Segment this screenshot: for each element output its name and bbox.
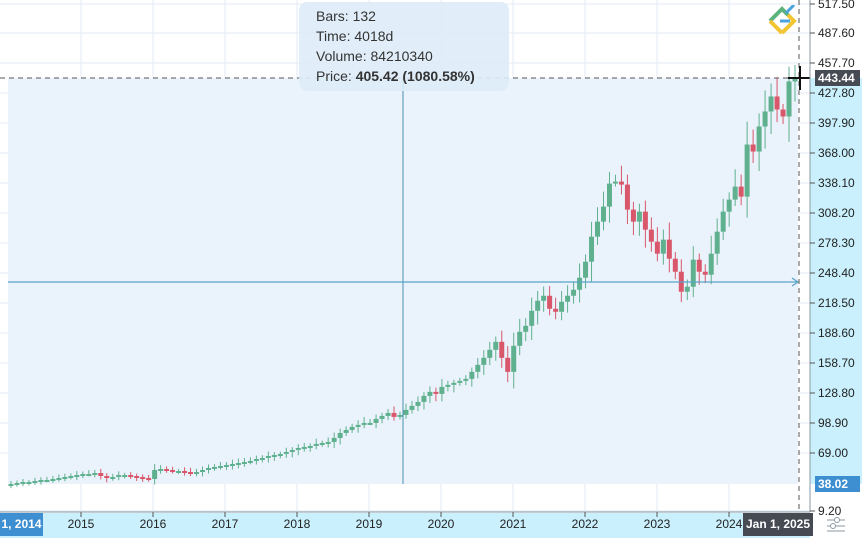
price-axis-label: 128.80 <box>818 386 855 400</box>
price-axis-label: 188.60 <box>818 326 855 340</box>
time-axis-label: 2021 <box>499 517 527 531</box>
time-span: Time: 4018d <box>316 28 394 44</box>
time-axis-label: 2024 <box>715 517 743 531</box>
price-axis-label: 427.80 <box>818 86 855 100</box>
time-axis-label: 2019 <box>355 517 383 531</box>
price-axis-label: 338.10 <box>818 176 855 190</box>
arrow-head-icon <box>791 277 800 287</box>
price-axis-label: 158.70 <box>818 356 855 370</box>
price-change: Price: 405.42 (1080.58%) <box>316 68 475 84</box>
start-price-badge: 38.02 <box>815 476 860 492</box>
end-date-badge: Jan 1, 2025 <box>743 513 813 536</box>
price-axis-label: 98.90 <box>818 416 849 430</box>
price-axis-label: 308.20 <box>818 206 855 220</box>
price-axis-label: 517.50 <box>818 0 855 11</box>
price-axis-label: 368.00 <box>818 146 855 160</box>
time-axis[interactable] <box>0 513 810 538</box>
price-axis-label: 487.60 <box>818 26 855 40</box>
bars-count: Bars: 132 <box>316 8 376 24</box>
price-axis-label: 9.20 <box>818 504 842 518</box>
time-axis-label: 2022 <box>571 517 599 531</box>
time-axis-label: 2023 <box>643 517 671 531</box>
price-axis-label: 69.00 <box>818 446 849 460</box>
start-date-badge: 1, 2014 <box>0 513 43 536</box>
brand-logo-icon <box>766 3 800 37</box>
crosshair-cursor-icon <box>788 66 812 90</box>
chart-settings-icon[interactable] <box>826 515 846 533</box>
time-axis-label: 2017 <box>211 517 239 531</box>
price-prefix: Price: <box>316 68 356 84</box>
time-axis-label: 2018 <box>283 517 311 531</box>
time-axis-label: 2016 <box>139 517 167 531</box>
price-axis-label: 248.40 <box>818 266 855 280</box>
price-axis-label: 278.30 <box>818 236 855 250</box>
current-price-badge: 443.44 <box>815 70 860 86</box>
price-axis-label: 218.50 <box>818 296 855 310</box>
candles <box>8 65 798 489</box>
time-axis-label: 2020 <box>427 517 455 531</box>
price-change-value: 405.42 (1080.58%) <box>355 68 475 84</box>
price-axis-label: 457.70 <box>818 56 855 70</box>
price-axis-label: 397.90 <box>818 116 855 130</box>
time-axis-label: 2015 <box>67 517 95 531</box>
volume-total: Volume: 84210340 <box>316 48 433 64</box>
measure-tooltip: Bars: 132 Time: 4018d Volume: 84210340 P… <box>299 2 509 91</box>
